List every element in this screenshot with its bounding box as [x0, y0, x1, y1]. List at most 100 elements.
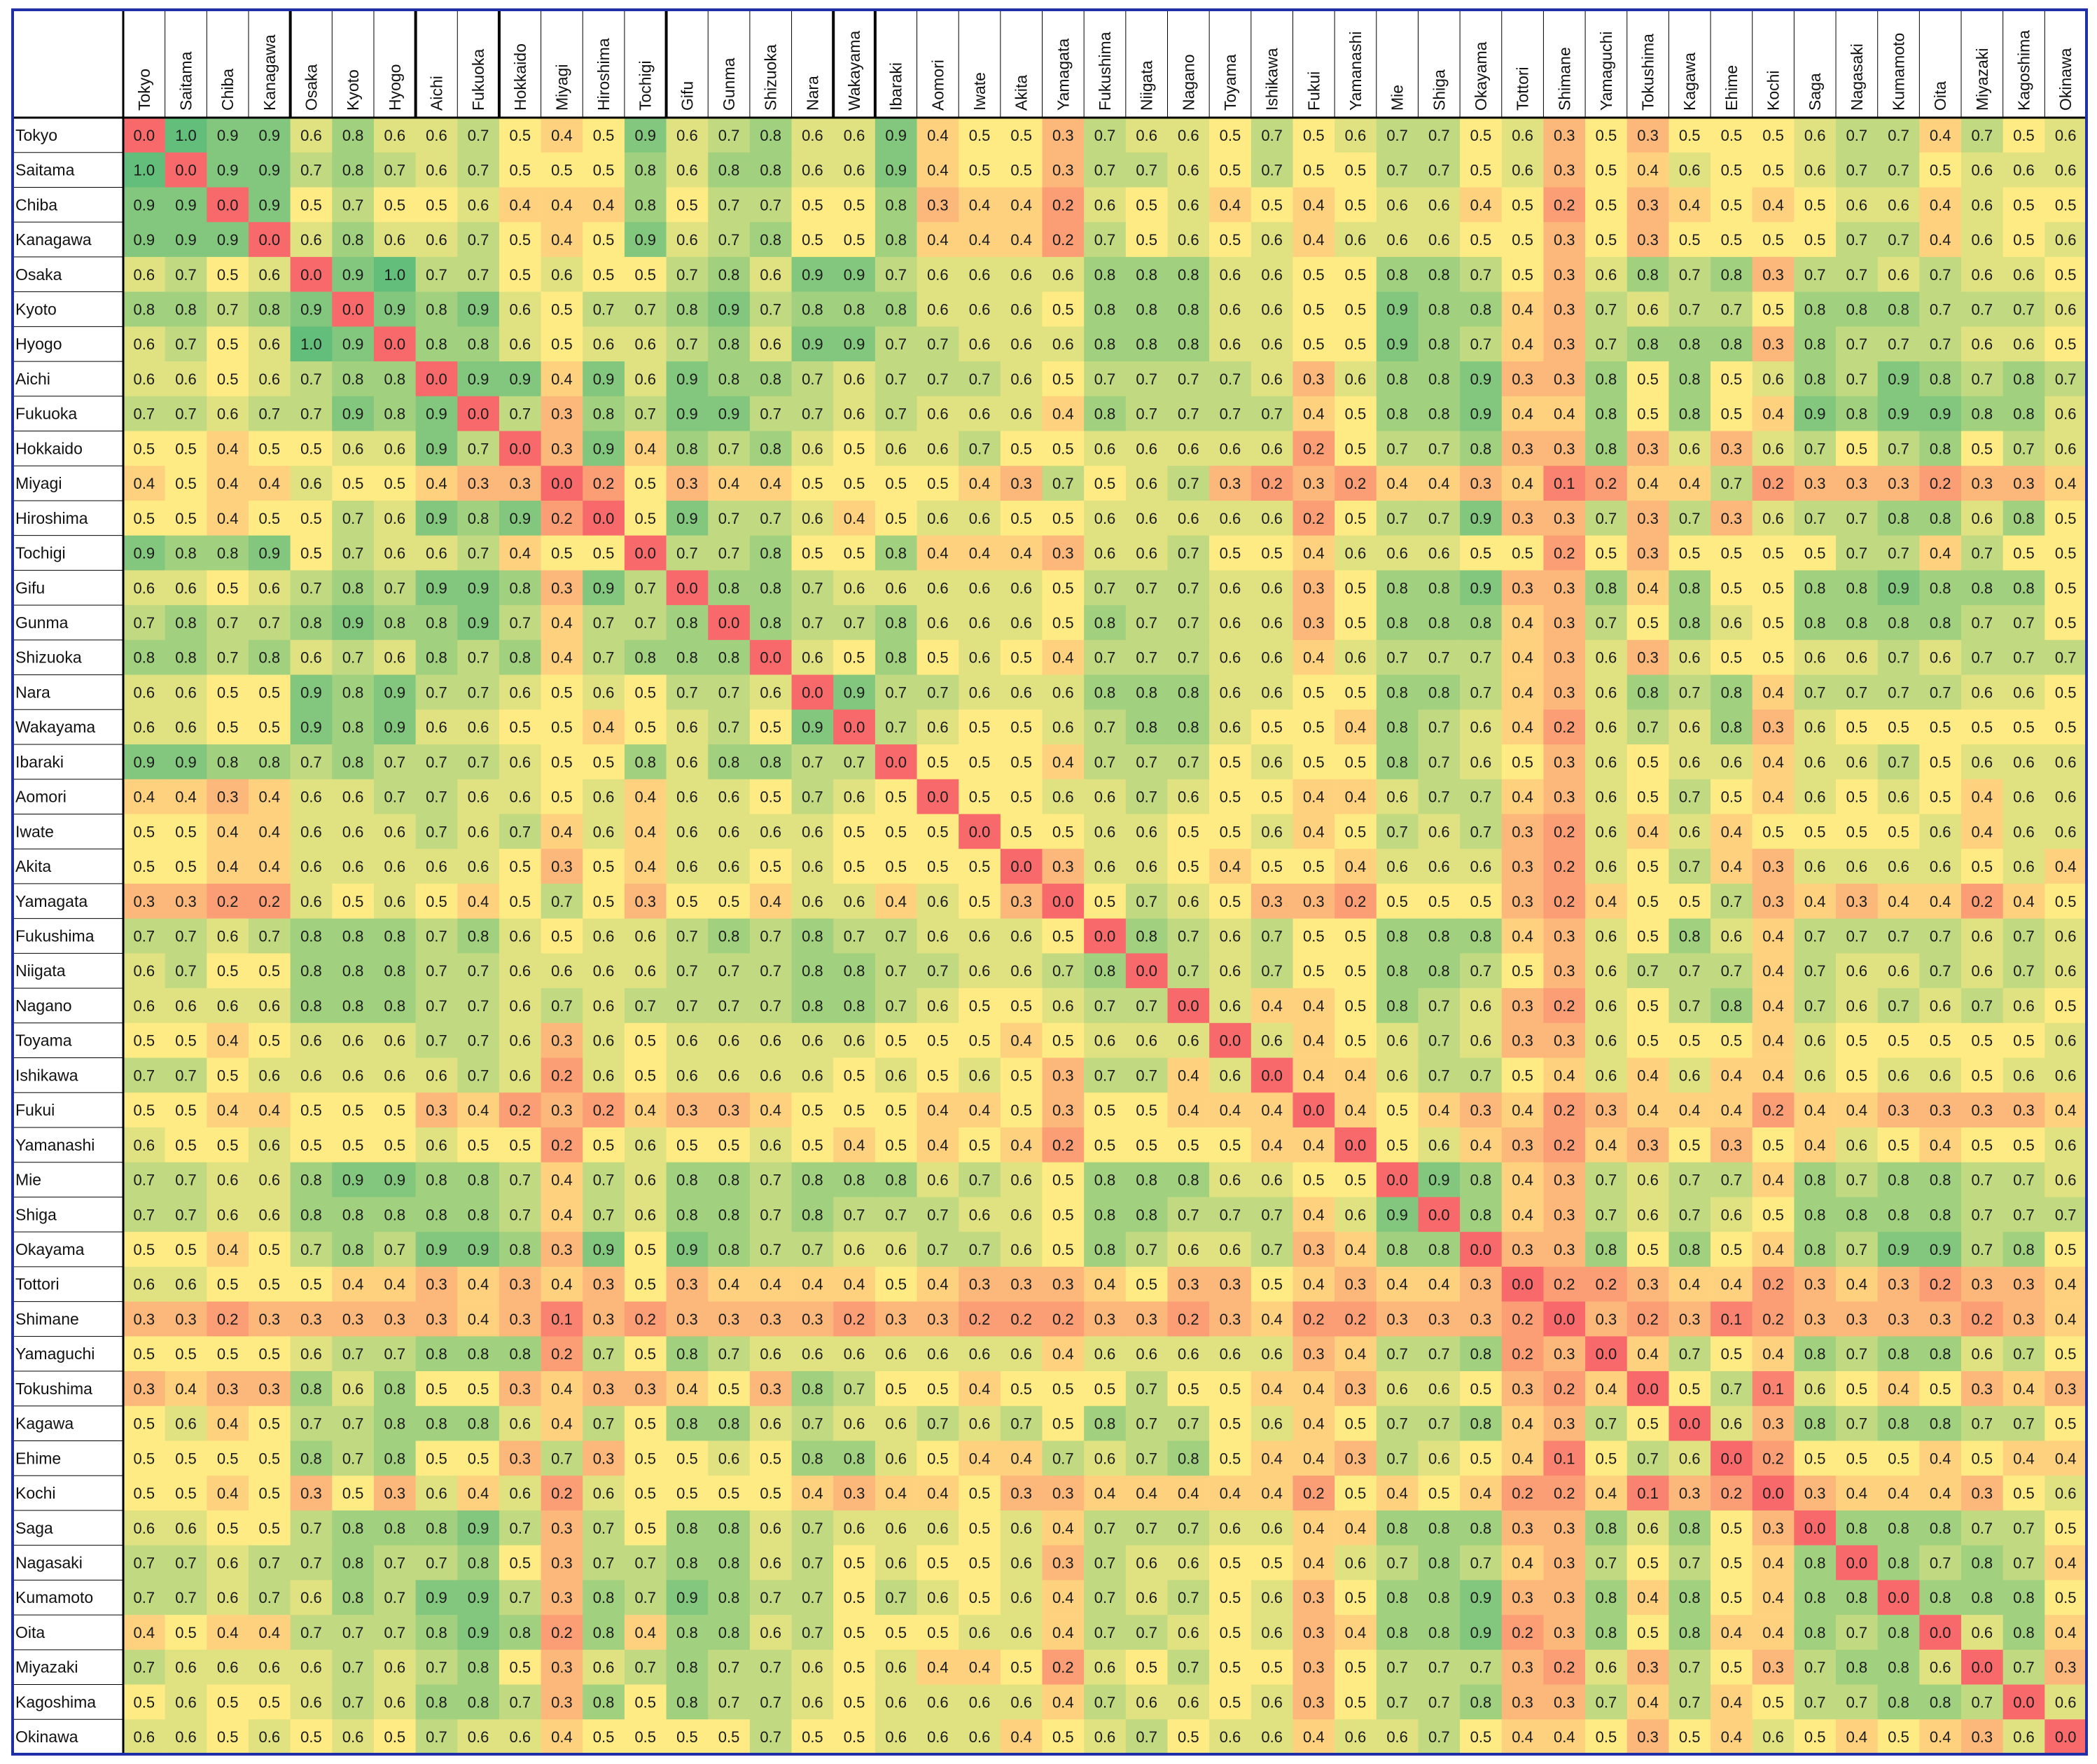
cell-value: 0.7 [1930, 266, 1951, 284]
cell-value: 0.7 [1428, 1693, 1450, 1711]
heatmap-cell [1961, 118, 2003, 153]
cell-value: 0.6 [1596, 1659, 1617, 1676]
cell-value: 0.5 [1010, 440, 1032, 457]
cell-value: 0.5 [217, 718, 239, 736]
cell-value: 0.0 [300, 266, 322, 284]
heatmap-cell [1250, 152, 1293, 188]
cell-value: 0.5 [1930, 753, 1951, 771]
cell-value: 0.5 [718, 1728, 740, 1746]
cell-value: 0.7 [2013, 1520, 2035, 1537]
cell-value: 0.5 [802, 475, 823, 492]
cell-value: 0.4 [175, 1380, 197, 1398]
cell-value: 0.2 [1554, 1102, 1575, 1119]
cell-value: 0.7 [1470, 683, 1492, 701]
heatmap-cell [749, 152, 792, 188]
cell-value: 0.0 [1136, 962, 1157, 980]
cell-value: 0.5 [342, 893, 364, 910]
cell-value: 0.8 [1136, 1206, 1157, 1223]
cell-value: 0.4 [1261, 1485, 1283, 1502]
cell-value: 0.8 [509, 579, 531, 597]
heatmap-cell [1125, 535, 1168, 571]
cell-value: 0.7 [802, 614, 823, 632]
cell-value: 0.6 [300, 1589, 322, 1606]
cell-value: 0.3 [676, 1310, 698, 1328]
cell-value: 0.4 [1637, 823, 1659, 840]
cell-value: 0.8 [175, 545, 197, 562]
cell-value: 0.5 [593, 1728, 615, 1746]
heatmap-cell [1250, 431, 1293, 466]
cell-value: 0.7 [468, 753, 489, 771]
cell-value: 0.6 [1930, 858, 1951, 875]
cell-value: 0.9 [468, 1624, 489, 1641]
heatmap-cell [1919, 187, 1962, 223]
cell-value: 0.3 [1303, 475, 1325, 492]
cell-value: 0.8 [844, 1172, 865, 1189]
cell-value: 0.7 [802, 1415, 823, 1433]
cell-value: 0.3 [1637, 649, 1659, 667]
cell-value: 0.6 [927, 614, 949, 632]
cell-value: 0.6 [844, 789, 865, 806]
cell-value: 0.6 [175, 1520, 197, 1537]
cell-value: 0.5 [844, 858, 865, 875]
cell-value: 0.5 [217, 1728, 239, 1746]
cell-value: 0.5 [384, 1137, 405, 1154]
heatmap-cell [833, 500, 876, 536]
cell-value: 0.8 [342, 231, 364, 249]
cell-value: 0.6 [342, 1380, 364, 1398]
cell-value: 0.4 [2055, 1310, 2077, 1328]
heatmap-cell [1626, 431, 1669, 466]
cell-value: 0.7 [2013, 649, 2035, 667]
cell-value: 0.6 [134, 579, 155, 597]
heatmap-cell [123, 535, 165, 571]
column-label: Saitama [176, 51, 195, 111]
cell-value: 0.5 [1972, 1450, 1993, 1467]
cell-value: 0.6 [844, 893, 865, 910]
cell-value: 0.4 [927, 162, 949, 179]
cell-value: 0.7 [1386, 510, 1408, 527]
cell-value: 0.9 [509, 510, 531, 527]
heatmap-cell [123, 152, 165, 188]
cell-value: 0.7 [1470, 1555, 1492, 1572]
cell-value: 0.5 [1596, 127, 1617, 144]
cell-value: 0.6 [2013, 823, 2035, 840]
cell-value: 0.5 [1596, 231, 1617, 249]
heatmap-cell [1919, 570, 1962, 606]
cell-value: 0.5 [1721, 231, 1743, 249]
cell-value: 0.4 [1303, 196, 1325, 214]
heatmap-cell [123, 326, 165, 362]
cell-value: 0.7 [1261, 162, 1283, 179]
cell-value: 0.5 [509, 231, 531, 249]
cell-value: 0.8 [844, 300, 865, 318]
cell-value: 0.5 [551, 335, 573, 353]
heatmap-cell [457, 605, 500, 641]
heatmap-cell [290, 187, 333, 223]
cell-value: 0.5 [634, 1520, 656, 1537]
cell-value: 0.3 [468, 475, 489, 492]
heatmap-cell [207, 431, 249, 466]
heatmap-cell [666, 361, 709, 397]
cell-value: 0.7 [927, 962, 949, 980]
heatmap-cell [1711, 152, 1753, 188]
cell-value: 0.8 [718, 1555, 740, 1572]
cell-value: 0.9 [259, 127, 281, 144]
cell-value: 0.4 [1512, 683, 1533, 701]
cell-value: 0.7 [1136, 1728, 1157, 1746]
heatmap-cell [373, 256, 416, 292]
heatmap-cell [207, 639, 249, 675]
heatmap-cell [1501, 118, 1544, 153]
heatmap-cell [499, 639, 541, 675]
cell-value: 0.7 [2013, 1206, 2035, 1223]
cell-value: 0.5 [1136, 1137, 1157, 1154]
cell-value: 0.5 [1220, 753, 1241, 771]
cell-value: 0.4 [1846, 1276, 1868, 1293]
cell-value: 0.5 [1762, 579, 1784, 597]
cell-value: 0.8 [1470, 1345, 1492, 1363]
cell-value: 0.7 [676, 545, 698, 562]
heatmap-cell [1836, 152, 1879, 188]
cell-value: 0.7 [1804, 266, 1826, 284]
heatmap-cell [917, 431, 959, 466]
cell-value: 0.3 [1261, 893, 1283, 910]
heatmap-cell [207, 152, 249, 188]
cell-value: 0.5 [384, 475, 405, 492]
cell-value: 0.8 [1930, 510, 1951, 527]
